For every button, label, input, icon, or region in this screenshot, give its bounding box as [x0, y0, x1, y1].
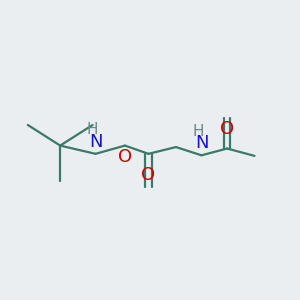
- Text: H: H: [87, 122, 98, 137]
- Text: N: N: [89, 133, 102, 151]
- Text: O: O: [220, 120, 234, 138]
- Text: H: H: [193, 124, 204, 139]
- Text: N: N: [195, 134, 208, 152]
- Text: O: O: [118, 148, 132, 166]
- Text: O: O: [142, 167, 156, 184]
